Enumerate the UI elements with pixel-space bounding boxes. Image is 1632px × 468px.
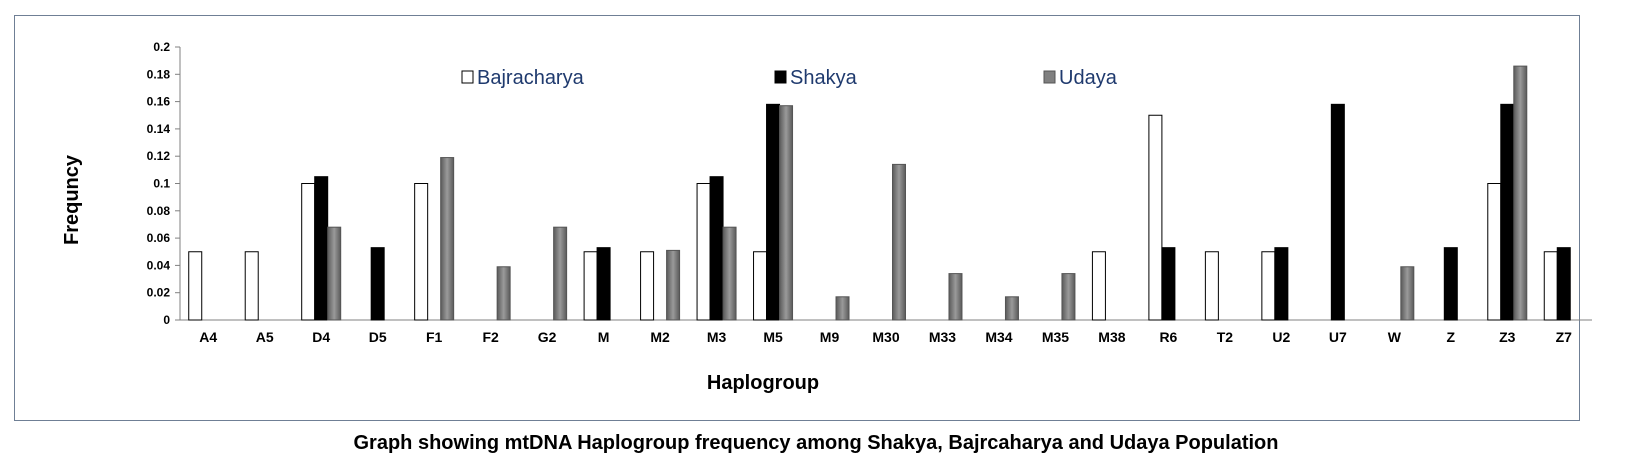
y-tick-label: 0.2	[153, 40, 170, 54]
y-tick-label: 0.12	[147, 149, 171, 163]
bar-bajracharya-m3	[696, 183, 711, 321]
y-tick-label: 0.1	[153, 177, 170, 191]
x-tick-label: M	[598, 329, 610, 345]
x-tick-label: A5	[256, 329, 274, 345]
bar-shakya-u7	[1330, 103, 1345, 321]
bar-udaya-m5	[779, 105, 794, 321]
bar-udaya-m33	[948, 273, 963, 321]
bar-udaya-f2	[496, 266, 511, 321]
x-tick-label: M38	[1098, 329, 1125, 345]
bar-bajracharya-a4	[188, 251, 203, 321]
bar-shakya-z	[1443, 247, 1458, 321]
x-tick-label: T2	[1217, 329, 1234, 345]
x-tick-label: M30	[872, 329, 899, 345]
x-tick-label: M33	[929, 329, 956, 345]
chart: 00.020.040.060.080.10.120.140.160.180.2 …	[61, 40, 1592, 394]
legend-swatch-udaya	[1043, 70, 1056, 84]
bar-udaya-z3	[1513, 65, 1528, 321]
y-ticks: 0 0.02 0.04 0.06 0.08 0.1 0.12 0.14 0.16 0.18 0.2	[147, 40, 180, 327]
x-tick-label: G2	[538, 329, 557, 345]
bar-shakya-d5	[370, 247, 385, 321]
legend-label-shakya: Shakya	[790, 67, 858, 89]
x-tick-label: D5	[369, 329, 387, 345]
bar-shakya-z7	[1556, 247, 1571, 321]
legend-swatch-shakya	[774, 70, 787, 84]
bar-shakya-u2	[1274, 247, 1289, 321]
bar-udaya-g2	[553, 226, 568, 321]
bar-udaya-m30	[892, 163, 906, 321]
y-tick-label: 0.04	[147, 258, 171, 272]
bar-bajracharya-m	[583, 251, 598, 321]
x-tick-label: U2	[1272, 329, 1290, 345]
bar-udaya-m3	[722, 226, 737, 321]
legend: Bajracharya Shakya Udaya	[461, 67, 1118, 89]
x-tick-label: F2	[482, 329, 499, 345]
x-tick-label: M35	[1042, 329, 1069, 345]
x-tick-label: Z3	[1499, 329, 1516, 345]
y-tick-label: 0.18	[147, 67, 171, 81]
bar-bajracharya-z3	[1487, 183, 1502, 321]
bar-bajracharya-r6	[1148, 114, 1163, 321]
x-tick-labels: A4 A5 D4 D5 F1 F2 G2 M M2 M3 M5 M9 M30 M33 M34 M35 M38 R6…	[199, 329, 1572, 345]
x-tick-label: M5	[763, 329, 783, 345]
x-tick-label: D4	[312, 329, 330, 345]
bar-shakya-m	[596, 247, 611, 321]
bars	[188, 65, 1571, 321]
bar-shakya-m3	[709, 176, 724, 321]
y-axis-title: Frequncy	[61, 154, 83, 245]
bar-bajracharya-u2	[1261, 251, 1276, 321]
y-tick-label: 0.14	[147, 122, 171, 136]
y-tick-label: 0.08	[147, 204, 171, 218]
bar-bajracharya-m38	[1091, 251, 1106, 321]
bar-shakya-r6	[1161, 247, 1176, 321]
legend-label-bajracharya: Bajracharya	[477, 67, 585, 89]
x-tick-label: M3	[707, 329, 727, 345]
plot-area: 00.020.040.060.080.10.120.140.160.180.2 …	[147, 40, 1592, 345]
y-tick-label: 0.02	[147, 286, 171, 300]
bar-bajracharya-m2	[640, 251, 655, 321]
figure-caption: Graph showing mtDNA Haplogroup frequency…	[353, 432, 1279, 454]
x-tick-label: Z	[1447, 329, 1456, 345]
x-tick-label: R6	[1159, 329, 1177, 345]
x-tick-label: M2	[650, 329, 670, 345]
bar-udaya-f1	[440, 157, 455, 321]
bar-udaya-m9	[835, 296, 850, 321]
bar-udaya-m35	[1061, 273, 1076, 321]
bar-udaya-d4	[327, 226, 342, 321]
bar-udaya-m34	[1004, 296, 1019, 321]
bar-bajracharya-f1	[414, 183, 429, 321]
y-tick-label: 0.06	[147, 231, 171, 245]
bar-shakya-z3	[1500, 103, 1515, 321]
bar-shakya-d4	[314, 176, 329, 321]
legend-label-udaya: Udaya	[1059, 67, 1118, 89]
x-tick-label: Z7	[1556, 329, 1573, 345]
bar-bajracharya-d4	[301, 183, 316, 321]
x-tick-label: F1	[426, 329, 443, 345]
x-tick-label: U7	[1329, 329, 1347, 345]
x-tick-label: M34	[985, 329, 1012, 345]
y-tick-label: 0	[163, 313, 170, 327]
bar-bajracharya-m5	[753, 251, 768, 321]
y-tick-label: 0.16	[147, 95, 171, 109]
x-tick-label: M9	[820, 329, 840, 345]
bar-bajracharya-t2	[1204, 251, 1219, 321]
x-tick-label: A4	[199, 329, 217, 345]
chart-frame	[14, 15, 1580, 421]
bar-udaya-w	[1400, 266, 1415, 321]
bar-bajracharya-a5	[244, 251, 259, 321]
x-tick-label: W	[1388, 329, 1402, 345]
bar-shakya-m5	[766, 103, 781, 321]
bar-bajracharya-z7	[1543, 251, 1558, 321]
x-axis-title: Haplogroup	[707, 372, 819, 394]
bar-udaya-m2	[666, 249, 681, 321]
legend-swatch-bajracharya	[461, 70, 474, 84]
